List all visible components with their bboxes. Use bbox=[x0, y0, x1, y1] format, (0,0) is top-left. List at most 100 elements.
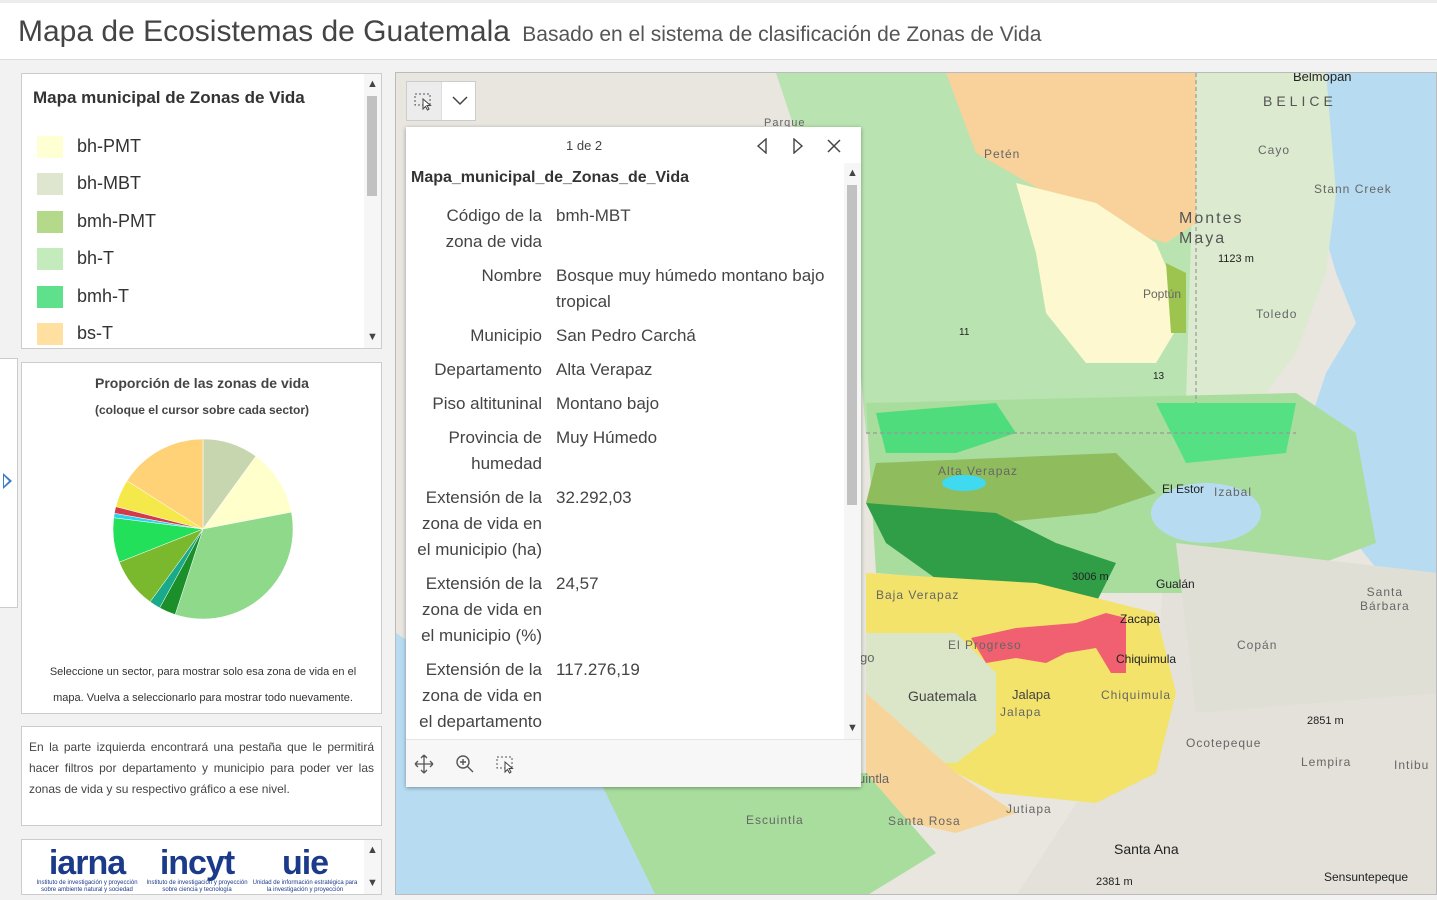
info-panel: En la parte izquierda encontrará una pes… bbox=[21, 726, 382, 826]
map-label: Copán bbox=[1237, 638, 1278, 652]
popup-footer bbox=[406, 739, 861, 787]
map-label: Montes Maya bbox=[1179, 210, 1244, 247]
map-label: Escuintla bbox=[746, 813, 804, 827]
legend-scrollbar[interactable]: ▲ ▼ bbox=[364, 74, 381, 348]
attribute-row: Municipio San Pedro Carchá bbox=[406, 319, 838, 353]
map-label: Baja Verapaz bbox=[876, 588, 960, 602]
map-label: Guatemala bbox=[908, 688, 977, 704]
popup-layer-title: Mapa_municipal_de_Zonas_de_Vida bbox=[411, 169, 690, 186]
map-label: Santa Ana bbox=[1114, 841, 1179, 857]
logos-scrollbar[interactable]: ▲ ▼ bbox=[364, 840, 381, 894]
filter-side-tab[interactable] bbox=[0, 358, 18, 608]
legend-swatch bbox=[37, 248, 63, 270]
map-toolbar bbox=[406, 81, 476, 121]
map-label: Chiquimula bbox=[1116, 652, 1177, 666]
pie-slice[interactable] bbox=[174, 511, 294, 620]
popup-attribute-list[interactable]: Código de la zona de vida bmh-MBT Nombre B… bbox=[406, 199, 838, 739]
logo-incyt-text: incyt bbox=[159, 844, 235, 882]
attribute-row: Extensión de la zona de vida en el munic… bbox=[406, 481, 838, 567]
chevron-down-icon bbox=[451, 96, 468, 106]
app-title: Mapa de Ecosistemas de Guatemala Basado … bbox=[18, 15, 1041, 49]
popup-feature-count: 1 de 2 bbox=[566, 138, 603, 153]
attribute-row: Departamento Alta Verapaz bbox=[406, 353, 838, 387]
select-tool-button[interactable] bbox=[407, 82, 442, 120]
scroll-down-arrow-icon[interactable]: ▼ bbox=[367, 877, 378, 889]
map-view[interactable]: Belmopan BELICE Parque Petén Cayo Stann … bbox=[395, 72, 1437, 895]
expand-arrow-icon bbox=[3, 473, 12, 489]
previous-feature-button[interactable] bbox=[751, 135, 773, 157]
attribute-value: San Pedro Carchá bbox=[556, 326, 696, 345]
logos-panel: iarna Instituto de investigación y proyec… bbox=[21, 839, 382, 895]
close-popup-button[interactable] bbox=[823, 135, 845, 157]
map-label: Gualán bbox=[1156, 577, 1195, 591]
popup-header: 1 de 2 bbox=[406, 127, 861, 163]
scroll-down-arrow-icon[interactable]: ▼ bbox=[847, 722, 858, 734]
attribute-key: Municipio bbox=[470, 326, 542, 345]
legend-panel[interactable]: Mapa municipal de Zonas de Vida bh-PMT b… bbox=[21, 73, 382, 349]
attribute-row: Código de la zona de vida bmh-MBT bbox=[406, 199, 838, 259]
scroll-down-arrow-icon[interactable]: ▼ bbox=[367, 331, 378, 343]
feature-popup[interactable]: 1 de 2 Mapa_municipal_de_Zonas_de_Vida C… bbox=[406, 127, 861, 787]
map-label: 11 bbox=[959, 327, 970, 338]
next-feature-button[interactable] bbox=[787, 135, 809, 157]
attribute-key: Extensión de la zona de vida en el munic… bbox=[417, 488, 542, 559]
tool-dropdown-button[interactable] bbox=[442, 82, 477, 120]
map-label: Santa Bárbara bbox=[1360, 585, 1410, 613]
pie-chart[interactable] bbox=[22, 438, 382, 638]
attribute-row: Nombre Bosque muy húmedo montano bajo tro… bbox=[406, 259, 838, 319]
attribute-value: Montano bajo bbox=[556, 394, 660, 413]
scroll-up-arrow-icon[interactable]: ▲ bbox=[367, 78, 378, 90]
pie-slice[interactable] bbox=[126, 438, 204, 530]
pan-to-button[interactable] bbox=[412, 752, 436, 776]
attribute-value: bmh-MBT bbox=[556, 206, 631, 225]
legend-title: Mapa municipal de Zonas de Vida bbox=[33, 88, 305, 107]
zoom-to-button[interactable] bbox=[453, 752, 477, 776]
select-cursor-icon bbox=[496, 756, 514, 774]
attribute-value: Alta Verapaz bbox=[556, 360, 653, 379]
legend-swatch bbox=[37, 173, 63, 195]
select-feature-button[interactable] bbox=[494, 752, 518, 776]
attribute-key: Nombre bbox=[481, 266, 542, 285]
pie-slice[interactable] bbox=[202, 455, 292, 530]
map-label: Parque bbox=[764, 117, 806, 129]
scroll-up-arrow-icon[interactable]: ▲ bbox=[847, 167, 858, 179]
pie-chart-panel: Proporción de las zonas de vida (coloque… bbox=[21, 362, 382, 714]
map-label: Poptún bbox=[1143, 287, 1182, 301]
zoom-in-icon bbox=[456, 755, 474, 773]
scroll-up-arrow-icon[interactable]: ▲ bbox=[367, 844, 378, 856]
logo-uie-text: uie bbox=[281, 844, 329, 882]
map-label: Jalapa bbox=[1000, 705, 1042, 719]
close-icon bbox=[827, 139, 841, 153]
move-arrows-icon bbox=[414, 754, 434, 774]
map-label: Petén bbox=[984, 147, 1021, 161]
attribute-key: Provincia de humedad bbox=[448, 428, 542, 473]
scroll-thumb[interactable] bbox=[367, 96, 377, 196]
chart-subtitle: (coloque el cursor sobre cada sector) bbox=[94, 403, 310, 417]
map-label: go bbox=[860, 650, 875, 665]
map-label: 1123 m bbox=[1218, 253, 1254, 265]
attribute-key: Piso altituninal bbox=[432, 394, 542, 413]
map-label: Belmopan bbox=[1293, 72, 1352, 84]
info-text: En la parte izquierda encontrará una pes… bbox=[29, 740, 374, 796]
legend-swatch bbox=[37, 323, 63, 345]
legend-label: bh-T bbox=[77, 248, 115, 268]
logo-iarna: iarna Instituto de investigación y proyec… bbox=[32, 846, 142, 894]
app-subtitle: Basado en el sistema de clasificación de… bbox=[522, 23, 1042, 46]
logo-iarna-text: iarna bbox=[48, 844, 126, 882]
logo-uie-caption: Unidad de información estratégica para l… bbox=[252, 880, 358, 893]
map-label: Intibu bbox=[1394, 758, 1430, 772]
legend-label: bs-T bbox=[77, 323, 113, 343]
attribute-key: Extensión de la zona de vida en el depar… bbox=[419, 660, 542, 731]
chart-note: Seleccione un sector, para mostrar solo … bbox=[49, 666, 357, 704]
map-label: Jalapa bbox=[1012, 687, 1051, 702]
scroll-thumb[interactable] bbox=[847, 185, 857, 505]
attribute-key: Departamento bbox=[434, 360, 542, 379]
legend-label: bh-PMT bbox=[77, 136, 142, 156]
attribute-value: 117.276,19 bbox=[556, 660, 640, 679]
legend-label: bmh-PMT bbox=[77, 211, 157, 231]
logo-uie: uie Unidad de información estratégica par… bbox=[250, 846, 360, 894]
popup-scrollbar[interactable]: ▲ ▼ bbox=[844, 163, 861, 739]
attribute-key: Código de la zona de vida bbox=[445, 206, 542, 251]
logo-iarna-caption: Instituto de investigación y proyección … bbox=[36, 880, 138, 893]
legend-label: bmh-T bbox=[77, 286, 130, 306]
